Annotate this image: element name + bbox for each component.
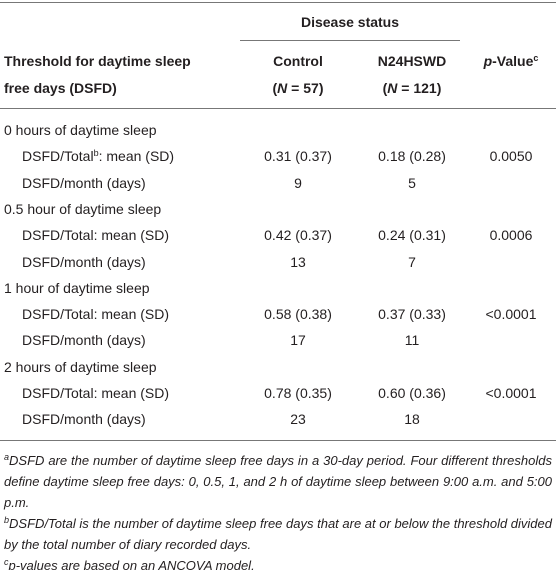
header-rule [0, 108, 556, 109]
label-part: b [93, 148, 99, 159]
cell-n24hswd: 0.24 (0.31) [378, 227, 446, 244]
n-value: = 121) [397, 80, 442, 96]
row-label: DSFD/Total: mean (SD) [22, 226, 169, 244]
footnote-mark: c [533, 53, 539, 63]
label-part: : mean (SD) [98, 148, 175, 165]
cell-p-value: 0.0006 [489, 227, 533, 244]
p: p [483, 53, 493, 69]
cell-p-value: <0.0001 [485, 306, 537, 323]
paren: ( [272, 80, 278, 96]
n-var: N [387, 80, 398, 96]
cell-control: 0.31 (0.37) [264, 148, 332, 165]
header-threshold: free days (DSFD) [4, 80, 117, 96]
footnote: bDSFD/Total is the number of daytime sle… [4, 513, 552, 555]
row-label: DSFD/Total: mean (SD) [22, 384, 169, 402]
header-control: Control [273, 53, 323, 69]
label-part: DSFD/Total: mean (SD) [22, 227, 170, 244]
value: -Value [492, 53, 534, 69]
cell-p-value: <0.0001 [485, 385, 537, 401]
header-control-n: (N = 57) [238, 79, 358, 97]
label-part: DSFD/month (days) [22, 411, 146, 428]
row-label: DSFD/Totalb: mean (SD) [22, 147, 174, 165]
label-part: DSFD/month (days) [22, 253, 146, 270]
row-label: DSFD/month (days) [22, 331, 146, 349]
label-part: DSFD/month (days) [22, 174, 146, 191]
footnote: aDSFD are the number of daytime sleep fr… [4, 450, 552, 513]
label-part: DSFD/Total: mean (SD) [22, 385, 170, 401]
header-n24hswd-n: (N = 121) [352, 79, 472, 97]
n-var: N [277, 80, 288, 96]
footnote-mark: c [4, 557, 9, 567]
cell-control: 17 [290, 332, 306, 349]
paren: ( [382, 80, 388, 96]
footnote: cp-values are based on an ANCOVA model. [4, 555, 552, 570]
section-title: 0 hours of daytime sleep [4, 122, 157, 138]
row-label: DSFD/Total: mean (SD) [22, 305, 169, 323]
header-n24hswd: N24HSWD [377, 53, 447, 69]
cell-control: 0.78 (0.35) [264, 385, 332, 401]
section-title: 2 hours of daytime sleep [4, 358, 157, 375]
cell-n24hswd: 11 [404, 332, 420, 349]
footnote-text: p-values are based on an ANCOVA model. [8, 558, 255, 570]
top-rule [0, 2, 556, 3]
row-label: DSFD/month (days) [22, 410, 146, 428]
cell-control: 23 [290, 411, 306, 428]
cell-control: 13 [290, 253, 306, 270]
cell-n24hswd: 7 [408, 253, 416, 270]
label-part: DSFD/Total [22, 148, 94, 165]
footnote-mark: a [4, 452, 10, 462]
cell-n24hswd: 18 [404, 411, 420, 428]
spanner-rule [240, 40, 460, 41]
cell-n24hswd: 0.60 (0.36) [378, 385, 446, 401]
bottom-rule [0, 440, 556, 441]
footnote-mark: b [4, 515, 10, 525]
spanner: Disease status [300, 14, 400, 30]
cell-n24hswd: 5 [408, 174, 416, 191]
row-label: DSFD/month (days) [22, 174, 146, 192]
header-threshold: Threshold for daytime sleep [4, 53, 191, 69]
cell-control: 0.42 (0.37) [264, 227, 332, 244]
n-value: = 57) [287, 80, 324, 96]
cell-n24hswd: 0.37 (0.33) [378, 306, 446, 323]
label-part: DSFD/Total: mean (SD) [22, 306, 170, 323]
header-p-value: p-Valuec [466, 52, 556, 70]
footnote-text: DSFD are the number of daytime sleep fre… [4, 453, 552, 510]
cell-control: 0.58 (0.38) [264, 306, 332, 323]
cell-p-value: 0.0050 [489, 148, 533, 165]
label-part: DSFD/month (days) [22, 332, 146, 349]
cell-n24hswd: 0.18 (0.28) [378, 148, 446, 165]
section-title: 0.5 hour of daytime sleep [4, 200, 162, 217]
cell-control: 9 [294, 174, 302, 191]
section-title: 1 hour of daytime sleep [4, 279, 150, 296]
footnote-text: DSFD/Total is the number of daytime slee… [4, 516, 552, 552]
row-label: DSFD/month (days) [22, 253, 146, 271]
